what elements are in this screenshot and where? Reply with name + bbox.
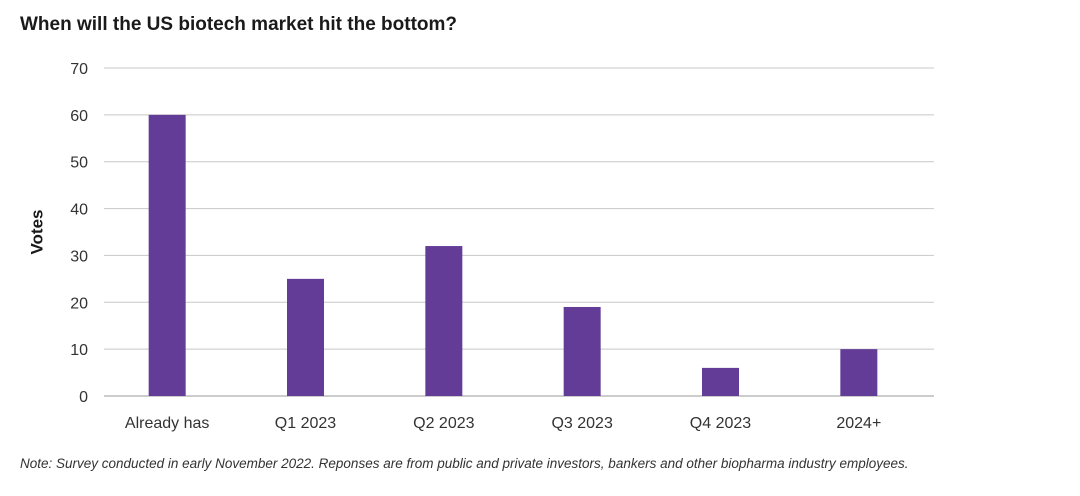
bars xyxy=(148,114,878,396)
x-tick-label: 2024+ xyxy=(836,415,881,432)
y-tick-label: 20 xyxy=(70,295,88,312)
chart-title: When will the US biotech market hit the … xyxy=(20,14,458,35)
x-tick-label: Q2 2023 xyxy=(413,415,474,432)
y-tick-label: 60 xyxy=(70,108,88,125)
bar xyxy=(840,349,878,396)
gridlines xyxy=(104,67,934,397)
x-tick-label: Q3 2023 xyxy=(551,415,612,432)
y-tick-label: 10 xyxy=(70,342,88,359)
y-axis-ticks: 0 10 20 30 40 50 60 70 xyxy=(70,61,88,406)
bar xyxy=(148,114,186,396)
y-tick-label: 70 xyxy=(70,61,88,78)
bar xyxy=(563,306,601,396)
y-tick-label: 0 xyxy=(79,389,88,406)
bar xyxy=(425,246,463,396)
y-axis-label: Votes xyxy=(27,209,46,254)
y-tick-label: 50 xyxy=(70,155,88,172)
bar xyxy=(702,367,739,396)
x-tick-label: Q1 2023 xyxy=(275,415,336,432)
x-tick-label: Already has xyxy=(125,415,210,432)
x-tick-label: Q4 2023 xyxy=(690,415,751,432)
y-tick-label: 30 xyxy=(70,248,88,265)
x-axis-ticks: Already has Q1 2023 Q2 2023 Q3 2023 Q4 2023 2… xyxy=(125,415,881,432)
bar xyxy=(287,278,324,396)
y-tick-label: 40 xyxy=(70,202,88,219)
chart-note: Note: Survey conducted in early November… xyxy=(20,456,909,471)
